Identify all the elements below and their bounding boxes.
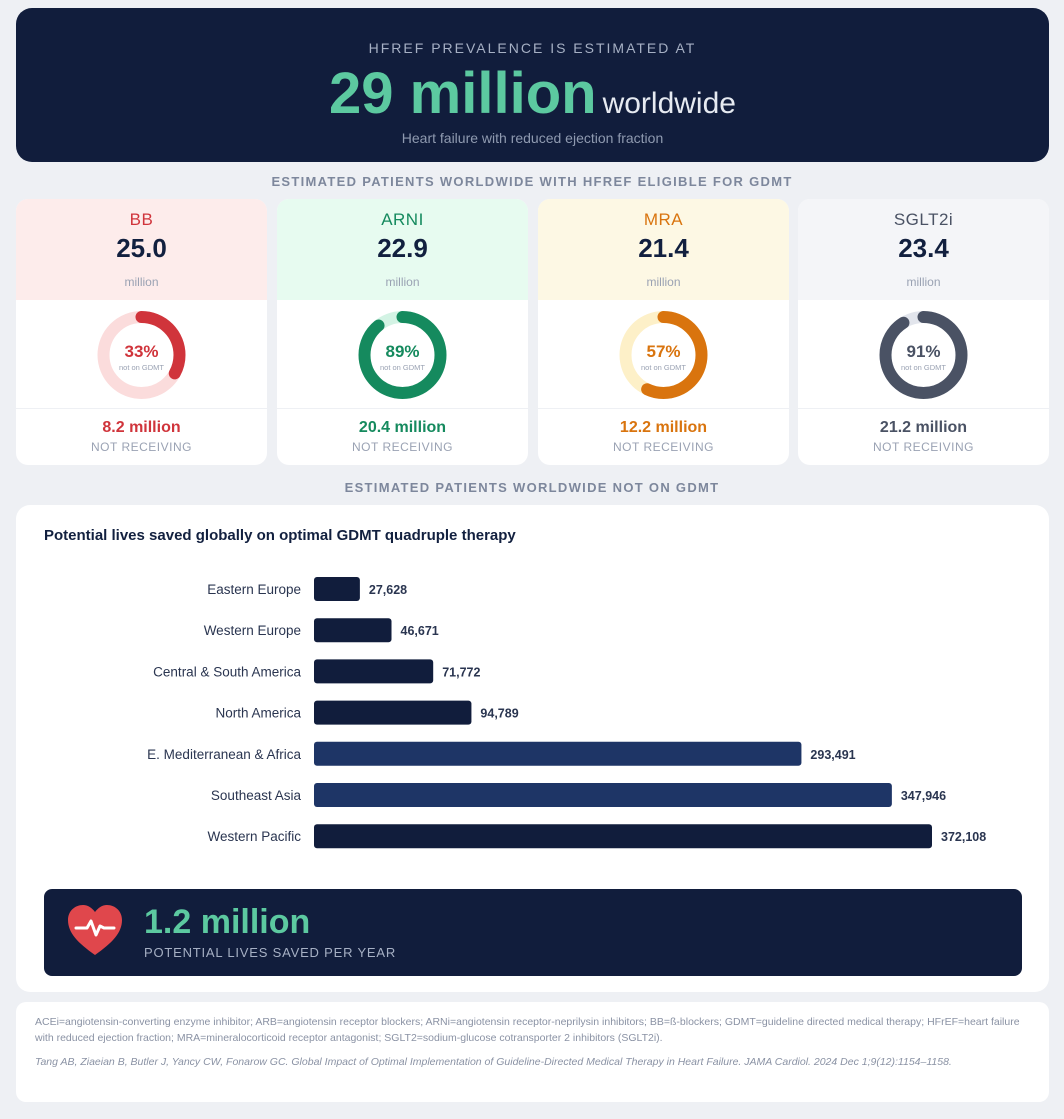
bar-value-label: 347,946 <box>901 789 946 803</box>
bar-value-label: 372,108 <box>941 830 986 844</box>
category-label: Western Europe <box>204 623 301 638</box>
eligible-value: 23.4 <box>898 233 949 263</box>
prevalence-suffix: worldwide <box>602 87 736 120</box>
card-header: ARNI 22.9 million <box>277 199 528 300</box>
donut-chart: 33% not on GDMT <box>16 307 267 407</box>
lives-saved-callout: 1.2 million POTENTIAL LIVES SAVED PER YE… <box>44 889 1022 976</box>
card-divider <box>16 408 267 409</box>
category-label: Eastern Europe <box>207 582 301 597</box>
donut-arc <box>358 311 447 399</box>
drug-card-sglt2i: SGLT2i 23.4 million 91% not on GDMT 21.2 … <box>798 199 1049 465</box>
donut-percent: 33% <box>124 342 158 361</box>
category-label: Western Pacific <box>207 829 301 844</box>
donut-percent: 89% <box>385 342 419 361</box>
eligible-unit: million <box>906 275 941 289</box>
lives-saved-panel: Potential lives saved globally on optima… <box>16 505 1049 992</box>
not-receiving-label: NOT RECEIVING <box>352 440 453 454</box>
bar-value-label: 293,491 <box>810 748 855 762</box>
bar <box>314 618 392 643</box>
prevalence-headline: 29 million worldwide <box>16 60 1049 127</box>
donut-chart: 91% not on GDMT <box>798 307 1049 407</box>
eligible-value: 21.4 <box>638 233 689 263</box>
not-receiving-amount: 20.4 million <box>358 419 447 436</box>
donut-arc <box>619 311 708 399</box>
not-receiving-amount: 8.2 million <box>102 419 181 436</box>
card-divider <box>538 408 789 409</box>
bar <box>314 824 932 849</box>
eligible-value: 25.0 <box>116 233 167 263</box>
abbreviations: ACEi=angiotensin-converting enzyme inhib… <box>35 1016 1020 1044</box>
card-divider <box>277 408 528 409</box>
drug-card-bb: BB 25.0 million 33% not on GDMT 8.2 milli… <box>16 199 267 465</box>
bar-value-label: 27,628 <box>369 583 407 597</box>
donut-caption: not on GDMT <box>380 363 425 372</box>
prevalence-number: 29 million <box>329 61 597 126</box>
eligible-value: 22.9 <box>377 233 428 263</box>
bar-value-label: 46,671 <box>401 624 439 638</box>
bar <box>314 577 360 601</box>
chart-title: Potential lives saved globally on optima… <box>44 527 516 544</box>
eligible-unit: million <box>646 275 681 289</box>
drug-name: MRA <box>643 210 684 229</box>
not-receiving-amount: 12.2 million <box>619 419 708 436</box>
eligible-unit: million <box>385 275 420 289</box>
lives-saved-label: POTENTIAL LIVES SAVED PER YEAR <box>144 945 397 960</box>
not-on-gdmt-section-label: ESTIMATED PATIENTS WORLDWIDE NOT ON GDMT <box>344 480 720 495</box>
card-header: SGLT2i 23.4 million <box>798 199 1049 300</box>
prevalence-banner: HFREF PREVALENCE IS ESTIMATED AT 29 mill… <box>16 8 1049 162</box>
prevalence-kicker: HFREF PREVALENCE IS ESTIMATED AT <box>368 40 697 56</box>
card-header: BB 25.0 million <box>16 199 267 300</box>
bar <box>314 741 802 766</box>
drug-name: ARNI <box>381 210 424 229</box>
donut-percent: 91% <box>906 342 940 361</box>
card-header: MRA 21.4 million <box>538 199 789 300</box>
bar <box>314 700 472 725</box>
footnotes: ACEi=angiotensin-converting enzyme inhib… <box>16 1002 1049 1102</box>
citation: Tang AB, Ziaeian B, Butler J, Yancy CW, … <box>35 1056 952 1068</box>
card-divider <box>798 408 1049 409</box>
donut-caption: not on GDMT <box>901 363 946 372</box>
lives-saved-bar-chart: Eastern Europe 27,628 Western Europe 46,671… <box>147 577 986 849</box>
category-label: Southeast Asia <box>211 788 302 803</box>
heart-pulse-icon <box>68 905 122 955</box>
prevalence-subtitle: Heart failure with reduced ejection frac… <box>401 130 664 146</box>
donut-percent: 57% <box>646 342 680 361</box>
donut-arc <box>97 311 186 399</box>
category-label: North America <box>215 706 301 721</box>
drug-name: BB <box>129 210 154 229</box>
bar <box>314 783 892 807</box>
donut-chart: 89% not on GDMT <box>277 307 528 407</box>
drug-name: SGLT2i <box>893 210 954 229</box>
lives-saved-total: 1.2 million <box>144 903 311 941</box>
donut-arc <box>879 311 968 399</box>
not-receiving-label: NOT RECEIVING <box>613 440 714 454</box>
donut-chart: 57% not on GDMT <box>538 307 789 407</box>
eligible-unit: million <box>124 275 159 289</box>
bar <box>314 659 434 684</box>
not-receiving-label: NOT RECEIVING <box>873 440 974 454</box>
bar-value-label: 94,789 <box>480 707 518 721</box>
drug-card-arni: ARNI 22.9 million 89% not on GDMT 20.4 mi… <box>277 199 528 465</box>
donut-caption: not on GDMT <box>641 363 686 372</box>
not-receiving-label: NOT RECEIVING <box>91 440 192 454</box>
drug-card-mra: MRA 21.4 million 57% not on GDMT 12.2 mil… <box>538 199 789 465</box>
category-label: E. Mediterranean & Africa <box>147 747 301 762</box>
eligible-section-label: ESTIMATED PATIENTS WORLDWIDE WITH HFREF … <box>271 174 793 189</box>
bar-value-label: 71,772 <box>442 665 480 679</box>
not-receiving-amount: 21.2 million <box>879 419 968 436</box>
category-label: Central & South America <box>153 664 301 679</box>
donut-caption: not on GDMT <box>119 363 164 372</box>
